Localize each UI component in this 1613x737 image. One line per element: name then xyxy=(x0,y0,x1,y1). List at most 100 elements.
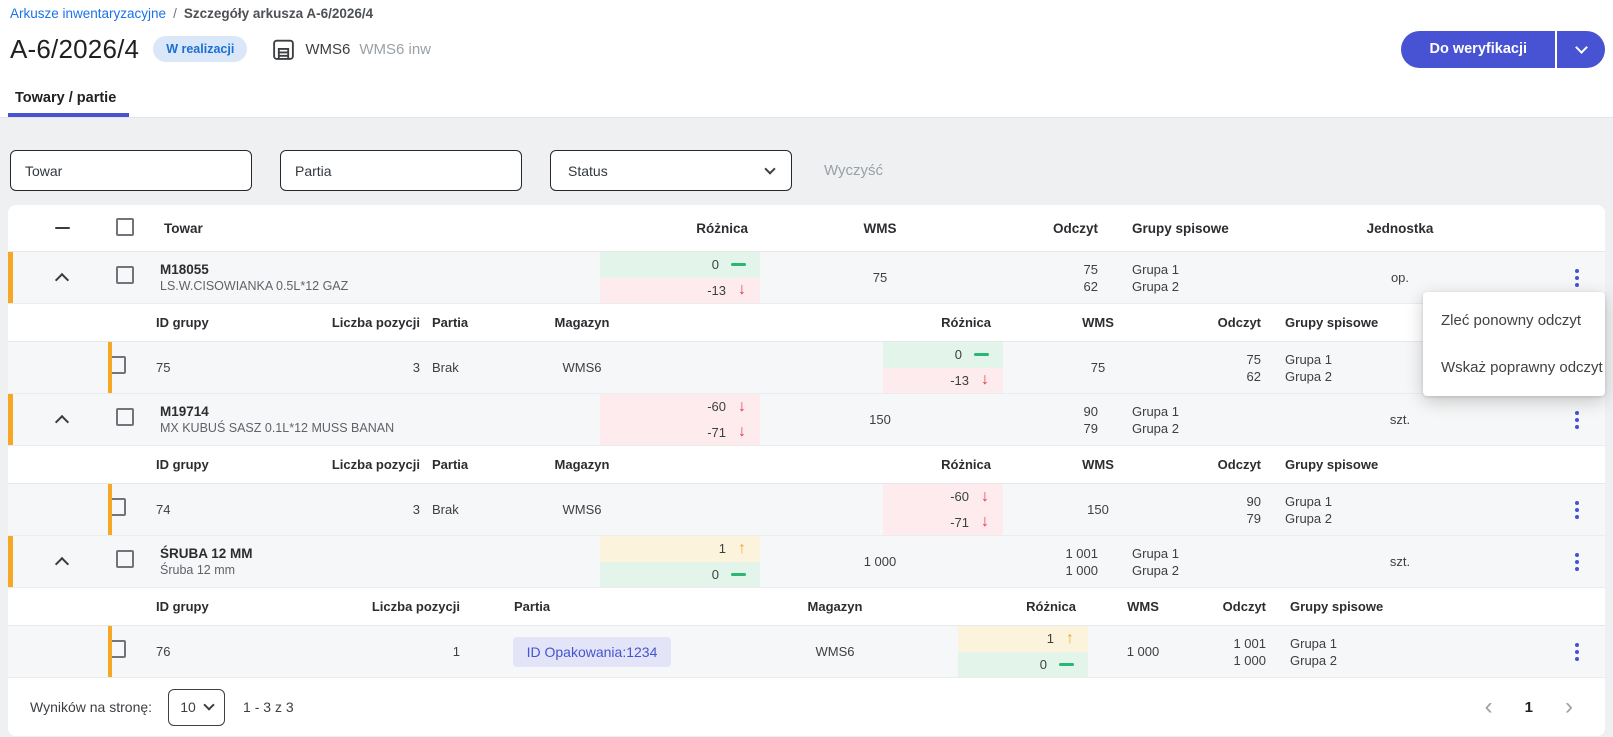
sub-column-odczyt: Odczyt xyxy=(1217,457,1261,472)
sub-partia-value: ID Opakowania:1234 xyxy=(472,636,712,667)
sub-id-grupy-value: 74 xyxy=(156,502,171,517)
difference-cell: 0 -13 ↓ xyxy=(883,342,1003,393)
sub-column-liczba: Liczba pozycji xyxy=(371,599,460,614)
row-menu-button[interactable] xyxy=(1571,639,1583,665)
column-header-roznica: Różnica xyxy=(696,220,748,236)
up-trend-icon: ↑ xyxy=(738,539,746,557)
collapse-chevron-icon[interactable] xyxy=(54,556,70,572)
difference-cell: -60 ↓ -71 ↓ xyxy=(600,394,760,445)
sub-magazyn-value: WMS6 xyxy=(815,644,855,659)
warehouse-icon xyxy=(271,37,296,62)
jednostka-value: szt. xyxy=(1389,412,1411,427)
select-all-checkbox[interactable] xyxy=(116,217,134,236)
sub-liczba-value: 1 xyxy=(452,644,460,659)
context-menu-item[interactable]: Wskaż poprawny odczyt xyxy=(1441,359,1603,376)
status-filter-select[interactable]: Status xyxy=(550,150,792,191)
sub-column-wms: WMS xyxy=(1127,599,1159,614)
sub-magazyn-value: WMS6 xyxy=(562,360,602,375)
product-row: M18055 LS.W.CISOWIANKA 0.5L*12 GAZ 0 -13… xyxy=(8,252,1605,304)
down-trend-icon: ↓ xyxy=(981,371,989,389)
product-cell: M18055 LS.W.CISOWIANKA 0.5L*12 GAZ xyxy=(160,261,600,294)
towar-filter-input[interactable] xyxy=(10,150,252,191)
product-row: ŚRUBA 12 MM Śruba 12 mm 1 ↑ 0 1 000 1 001… xyxy=(8,536,1605,588)
difference-value: 0 xyxy=(711,257,719,273)
row-menu-button[interactable] xyxy=(1571,549,1583,575)
flat-trend-icon xyxy=(731,263,746,267)
sub-row-checkbox[interactable] xyxy=(108,640,126,658)
row-checkbox[interactable] xyxy=(116,266,134,284)
tab-towary-partie[interactable]: Towary / partie xyxy=(8,81,130,117)
sub-wms-value: 1 000 xyxy=(1126,644,1160,659)
row-context-menu: Zleć ponowny odczyt Wskaż poprawny odczyt xyxy=(1423,292,1605,396)
product-cell: M19714 MX KUBUŚ SASZ 0.1L*12 MUSS BANAN xyxy=(160,403,600,436)
breadcrumb-link[interactable]: Arkusze inwentaryzacyjne xyxy=(10,6,167,21)
grupy-values: Grupa 1 Grupa 2 xyxy=(1132,403,1179,436)
collapse-chevron-icon[interactable] xyxy=(54,272,70,288)
filter-bar: Status Wyczyść xyxy=(0,118,1613,191)
chevron-down-icon xyxy=(1574,40,1588,54)
sub-table-header: ID grupy Liczba pozycji Partia Magazyn R… xyxy=(8,588,1605,626)
warehouse-code: WMS6 xyxy=(305,40,351,58)
difference-value: -71 xyxy=(950,514,969,530)
sub-liczba-value: 3 xyxy=(412,502,420,517)
status-select-label: Status xyxy=(568,162,608,179)
collapse-all-icon[interactable] xyxy=(54,226,70,230)
down-trend-icon: ↓ xyxy=(738,397,746,415)
collapse-chevron-icon[interactable] xyxy=(54,414,70,430)
clear-filters-button[interactable]: Wyczyść xyxy=(824,162,884,179)
product-code: M19714 xyxy=(160,404,209,419)
flat-trend-icon xyxy=(731,572,746,576)
grupy-values: Grupa 1 Grupa 2 xyxy=(1132,261,1179,294)
chevron-down-icon xyxy=(764,162,776,175)
product-desc: LS.W.CISOWIANKA 0.5L*12 GAZ xyxy=(160,279,349,293)
sub-table-header: ID grupy Liczba pozycji Partia Magazyn R… xyxy=(8,446,1605,484)
difference-value: 0 xyxy=(954,347,962,363)
sub-column-id-grupy: ID grupy xyxy=(156,599,209,614)
row-menu-button[interactable] xyxy=(1571,265,1583,291)
sub-column-magazyn: Magazyn xyxy=(554,315,610,330)
difference-cell: 1 ↑ 0 xyxy=(600,536,760,587)
difference-value: -60 xyxy=(950,489,969,505)
per-page-select[interactable]: 10 xyxy=(168,688,226,726)
difference-cell: 1 ↑ 0 xyxy=(958,626,1088,677)
partia-filter-input[interactable] xyxy=(280,150,522,191)
prev-page-button[interactable]: ‹ xyxy=(1484,693,1493,720)
table-header-row: Towar Różnica WMS Odczyt Grupy spisowe J… xyxy=(8,205,1605,252)
next-page-button[interactable]: › xyxy=(1565,693,1573,720)
sub-column-partia: Partia xyxy=(514,599,551,614)
sub-column-liczba: Liczba pozycji xyxy=(331,457,420,472)
sub-column-liczba: Liczba pozycji xyxy=(331,315,420,330)
sub-row-checkbox[interactable] xyxy=(108,356,126,374)
breadcrumb-separator: / xyxy=(173,6,177,21)
difference-value: 1 xyxy=(1046,631,1054,647)
table-footer: Wyników na stronę: 10 1 - 3 z 3 ‹ 1 › xyxy=(8,678,1605,736)
context-menu-item[interactable]: Zleć ponowny odczyt xyxy=(1441,312,1582,329)
chevron-down-icon xyxy=(203,699,215,711)
partia-chip[interactable]: ID Opakowania:1234 xyxy=(512,636,672,667)
flat-trend-icon xyxy=(1059,662,1074,666)
sub-partia-value: Brak xyxy=(432,502,459,517)
row-menu-button[interactable] xyxy=(1571,407,1583,433)
column-header-towar: Towar xyxy=(164,220,203,236)
difference-value: -13 xyxy=(707,282,726,298)
warehouse-name: WMS6 inw xyxy=(359,40,431,58)
row-checkbox[interactable] xyxy=(116,550,134,568)
row-menu-button[interactable] xyxy=(1571,497,1583,523)
do-weryfikacji-button[interactable]: Do weryfikacji xyxy=(1401,30,1555,68)
sub-magazyn-value: WMS6 xyxy=(562,502,602,517)
sub-row: 74 3 Brak WMS6 -60 ↓ -71 ↓ 150 90 79 Grupa … xyxy=(8,484,1605,536)
sub-row-checkbox[interactable] xyxy=(108,498,126,516)
sub-id-grupy-value: 76 xyxy=(156,644,171,659)
primary-action-dropdown-button[interactable] xyxy=(1557,30,1605,68)
column-header-wms: WMS xyxy=(863,220,897,236)
down-trend-icon: ↓ xyxy=(738,423,746,441)
row-checkbox[interactable] xyxy=(116,408,134,426)
sub-column-roznica: Różnica xyxy=(941,457,991,472)
sub-grupy-values: Grupa 1 Grupa 2 xyxy=(1285,493,1332,526)
product-desc: Śruba 12 mm xyxy=(160,563,236,577)
odczyt-values: 75 62 xyxy=(1083,261,1098,294)
jednostka-value: op. xyxy=(1390,270,1410,285)
sub-grupy-values: Grupa 1 Grupa 2 xyxy=(1285,351,1332,384)
sub-column-wms: WMS xyxy=(1082,457,1114,472)
